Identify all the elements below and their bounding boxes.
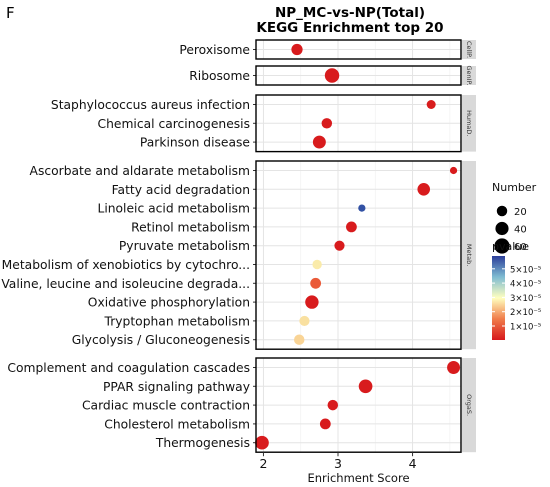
facet-strip-label: HumaD.: [465, 110, 473, 136]
term-label: Chemical carcinogenesis: [98, 117, 251, 131]
chart-title-line2: KEGG Enrichment top 20: [256, 20, 444, 36]
facet-strip-label: Metab.: [465, 244, 473, 266]
size-legend-title: Number: [492, 181, 537, 194]
term-label: Ribosome: [189, 69, 250, 83]
data-point: [312, 259, 322, 270]
term-label: Thermogenesis: [155, 436, 250, 450]
data-point: [449, 166, 458, 175]
facet-strip: [462, 95, 476, 152]
term-label: Tryptophan metabolism: [104, 314, 250, 328]
x-axis-label: Enrichment Score: [307, 471, 409, 485]
data-point: [334, 240, 345, 251]
data-point: [346, 221, 357, 233]
colorbar-tick-label: 1×10⁻⁵: [510, 323, 541, 333]
chart-title-line1: NP_MC-vs-NP(Total): [274, 5, 426, 21]
term-label: Complement and coagulation cascades: [7, 361, 250, 375]
size-legend-label: 40: [514, 225, 527, 236]
data-point: [291, 43, 303, 56]
data-point: [312, 135, 326, 149]
data-point: [299, 315, 310, 326]
term-label: Fatty acid degradation: [112, 183, 250, 197]
facet-border: [255, 39, 462, 60]
size-legend-dot: [496, 205, 508, 217]
x-tick-label: 4: [409, 456, 417, 471]
facet-border: [255, 160, 462, 350]
colorbar-tick-label: 3×10⁻⁵: [510, 294, 541, 304]
term-label: Glycolysis / Gluconeogenesis: [72, 333, 250, 347]
term-label: Oxidative phosphorylation: [88, 296, 250, 310]
size-legend-label: 60: [514, 242, 527, 253]
facet-strip-label: GenIP.: [465, 65, 473, 85]
facet-border: [255, 65, 462, 86]
term-label: Peroxisome: [179, 43, 250, 57]
data-point: [321, 118, 333, 129]
data-point: [310, 277, 322, 289]
facet-strip-label: CellP.: [465, 41, 473, 58]
facet-border: [255, 94, 462, 153]
size-legend-label: 20: [514, 207, 527, 218]
term-label: Cholesterol metabolism: [104, 417, 250, 431]
facet-strip-label: OrgaS.: [465, 394, 473, 416]
data-point: [358, 204, 366, 212]
colorbar-tick-label: 4×10⁻⁵: [510, 280, 541, 290]
data-point: [327, 399, 339, 411]
panel-letter: F: [6, 4, 15, 22]
term-label: Pyruvate metabolism: [119, 239, 250, 253]
term-label: Linoleic acid metabolism: [97, 202, 250, 216]
color-legend-title: pvalue: [492, 240, 529, 253]
facet-strip: [462, 161, 476, 350]
term-label: PPAR signaling pathway: [103, 380, 250, 394]
data-point: [255, 435, 269, 450]
colorbar-tick-label: 2×10⁻⁵: [510, 308, 541, 318]
term-label: Cardiac muscle contraction: [82, 399, 250, 413]
term-label: Staphylococcus aureus infection: [51, 98, 250, 112]
x-tick-label: 2: [259, 456, 267, 471]
colorbar-tick-label: 5×10⁻⁵: [510, 265, 541, 275]
data-point: [294, 334, 305, 345]
pvalue-colorbar: [492, 256, 505, 340]
term-label: Parkinson disease: [140, 136, 250, 150]
term-label: Metabolism of xenobiotics by cytochro...: [2, 258, 250, 272]
size-legend-dot: [494, 238, 510, 254]
facet-strip: [462, 40, 476, 59]
term-label: Retinol metabolism: [131, 220, 250, 234]
term-label: Valine, leucine and isoleucine degrada..…: [1, 277, 250, 291]
data-point: [417, 183, 431, 196]
data-point: [447, 361, 461, 374]
facet-strip: [462, 66, 476, 85]
facet-border: [255, 357, 462, 453]
data-point: [358, 379, 373, 394]
data-point: [319, 418, 331, 430]
data-point: [426, 99, 436, 110]
size-legend-dot: [495, 221, 509, 236]
x-tick-label: 3: [334, 456, 342, 471]
data-point: [324, 68, 340, 83]
data-point: [305, 295, 319, 309]
term-label: Ascorbate and aldarate metabolism: [30, 164, 250, 178]
facet-strip: [462, 358, 476, 453]
